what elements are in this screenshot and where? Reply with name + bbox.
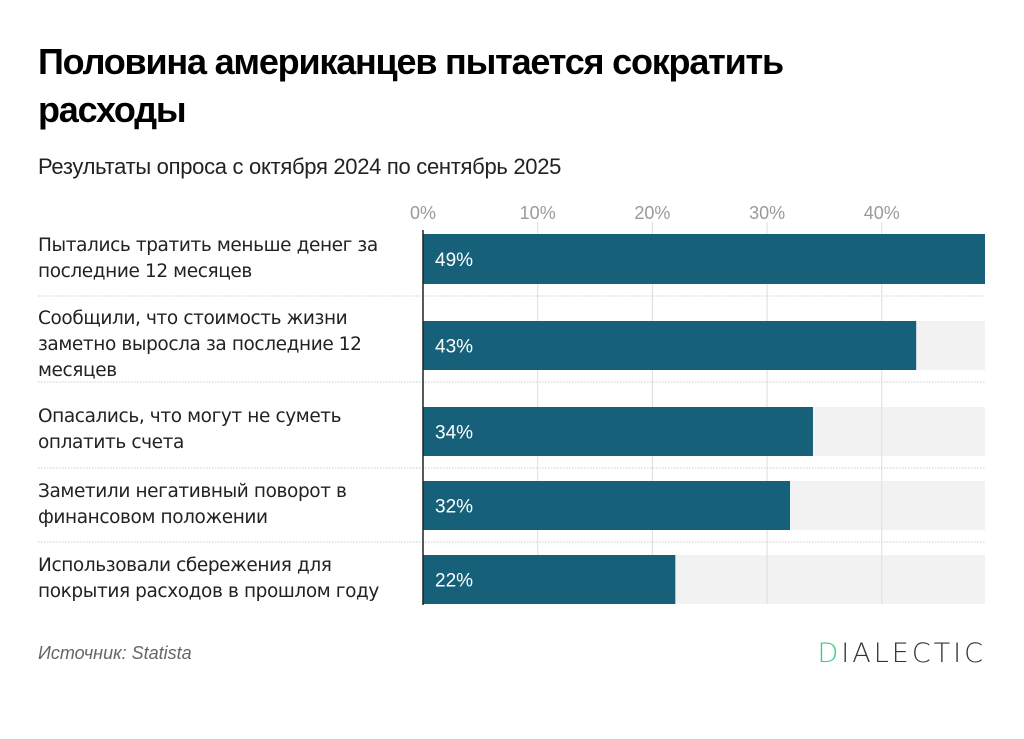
dialectic-logo: DIALECTIC — [818, 638, 987, 669]
logo-accent-letter: D — [817, 638, 842, 669]
chart-title: Половина американцев пытается сократить … — [38, 41, 784, 130]
category-label: Опасались, что могут не суметь оплатить … — [38, 406, 342, 453]
bar-value-label: 34% — [435, 423, 473, 444]
x-tick-label: 30% — [749, 203, 785, 223]
category-label: Сообщили, что стоимость жизни заметно вы… — [38, 308, 362, 381]
x-tick-label: 40% — [864, 203, 900, 223]
category-label: Пытались тратить меньше денег за последн… — [38, 235, 378, 282]
category-label: Использовали сбережения для покрытия рас… — [38, 555, 379, 602]
bar — [423, 234, 985, 284]
x-tick-label: 0% — [410, 203, 436, 223]
x-tick-label: 10% — [520, 203, 556, 223]
logo-text: IALECTIC — [841, 638, 986, 669]
bar — [423, 481, 791, 530]
bar-value-label: 22% — [435, 571, 473, 592]
bar — [423, 555, 676, 604]
bar — [423, 321, 917, 370]
bar-value-label: 49% — [435, 250, 473, 271]
x-tick-label: 20% — [634, 203, 670, 223]
source-note: Источник: Statista — [38, 643, 192, 663]
bar — [423, 407, 813, 456]
chart-subtitle: Результаты опроса с октября 2024 по сент… — [38, 154, 562, 179]
bar-value-label: 32% — [435, 497, 473, 518]
category-label: Заметили негативный поворот в финансовом… — [38, 481, 347, 528]
bar-value-label: 43% — [435, 337, 473, 358]
